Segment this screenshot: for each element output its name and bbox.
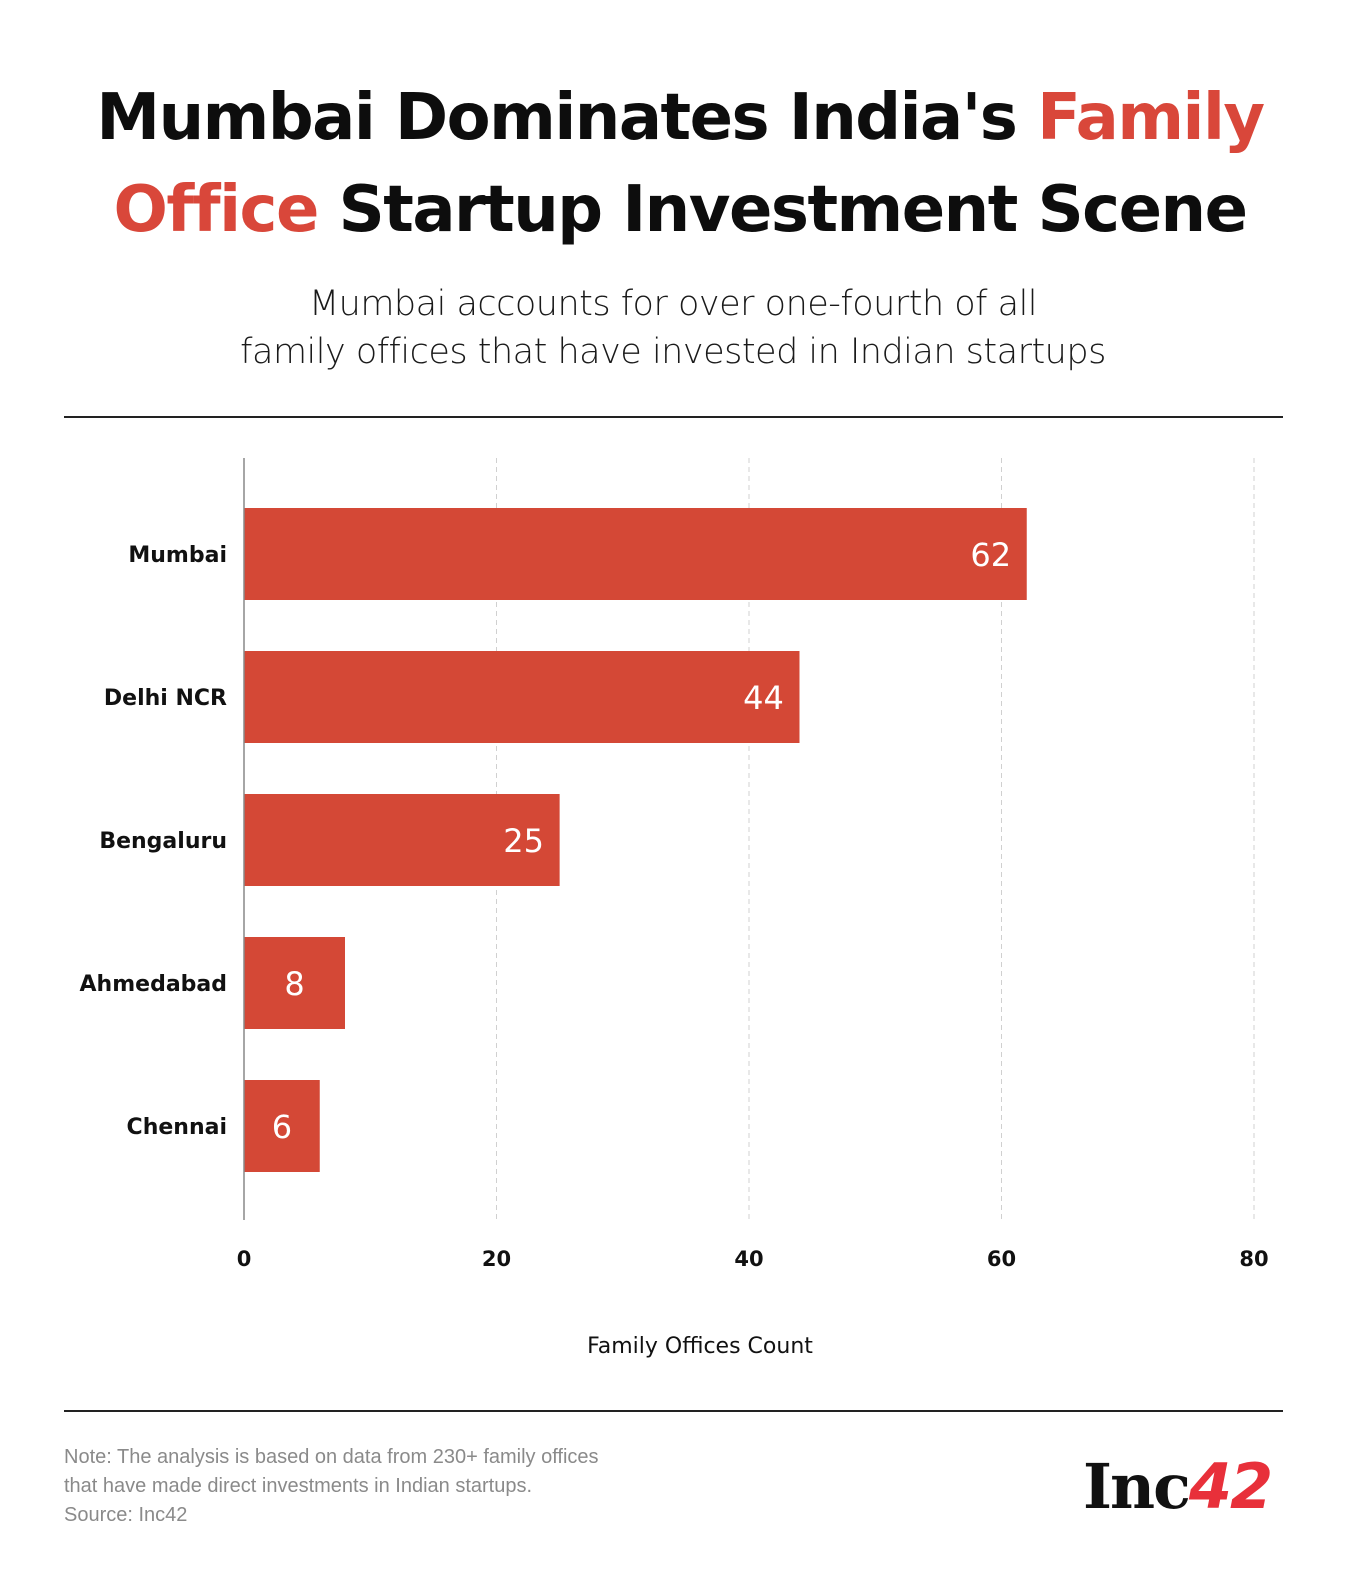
x-tick-label: 0 xyxy=(237,1247,252,1271)
category-label: Mumbai xyxy=(128,543,227,568)
bar-ahmedabad xyxy=(244,937,345,1029)
note-line: Note: The analysis is based on data from… xyxy=(64,1446,599,1468)
title-accent: Office xyxy=(113,173,320,247)
inc42-logo: Inc42 xyxy=(1083,1450,1273,1523)
chart-subtitle: Mumbai accounts for over one-fourth of a… xyxy=(0,280,1346,376)
footnote: Note: The analysis is based on data from… xyxy=(64,1443,599,1530)
title-text: Startup Investment Scene xyxy=(317,173,1248,247)
bottom-divider xyxy=(64,1410,1283,1412)
source-line: Source: Inc42 xyxy=(64,1504,188,1526)
data-label: 8 xyxy=(284,965,304,1003)
bar-delhi-ncr xyxy=(244,651,800,743)
x-tick-label: 20 xyxy=(482,1247,511,1271)
chart-title: Mumbai Dominates India's Family Office S… xyxy=(0,72,1360,256)
subtitle-line: Mumbai accounts for over one-fourth of a… xyxy=(308,284,1038,324)
top-divider xyxy=(64,416,1283,418)
bar-chennai xyxy=(244,1080,320,1172)
subtitle-line: family offices that have invested in Ind… xyxy=(240,332,1106,372)
category-label: Delhi NCR xyxy=(104,686,227,711)
title-text: Mumbai Dominates India's xyxy=(96,81,1038,155)
bar-bengaluru xyxy=(244,794,560,886)
data-label: 6 xyxy=(272,1108,292,1146)
x-tick-label: 80 xyxy=(1239,1247,1268,1271)
category-label: Bengaluru xyxy=(99,829,227,854)
data-label: 25 xyxy=(503,822,544,860)
bar-chart: 0 20 40 60 80 Mumbai 62 Delhi NCR 44 Bengaluru 25 A… xyxy=(80,458,1269,1359)
title-accent: Family xyxy=(1037,81,1265,155)
note-line: that have made direct investments in Ind… xyxy=(64,1475,533,1497)
data-label: 62 xyxy=(970,536,1011,574)
bar-mumbai xyxy=(244,508,1027,600)
x-axis-label: Family Offices Count xyxy=(587,1334,813,1359)
x-tick-label: 40 xyxy=(734,1247,763,1271)
category-label: Chennai xyxy=(127,1115,227,1140)
x-tick-label: 60 xyxy=(987,1247,1016,1271)
data-label: 44 xyxy=(743,679,784,717)
category-label: Ahmedabad xyxy=(80,972,227,997)
